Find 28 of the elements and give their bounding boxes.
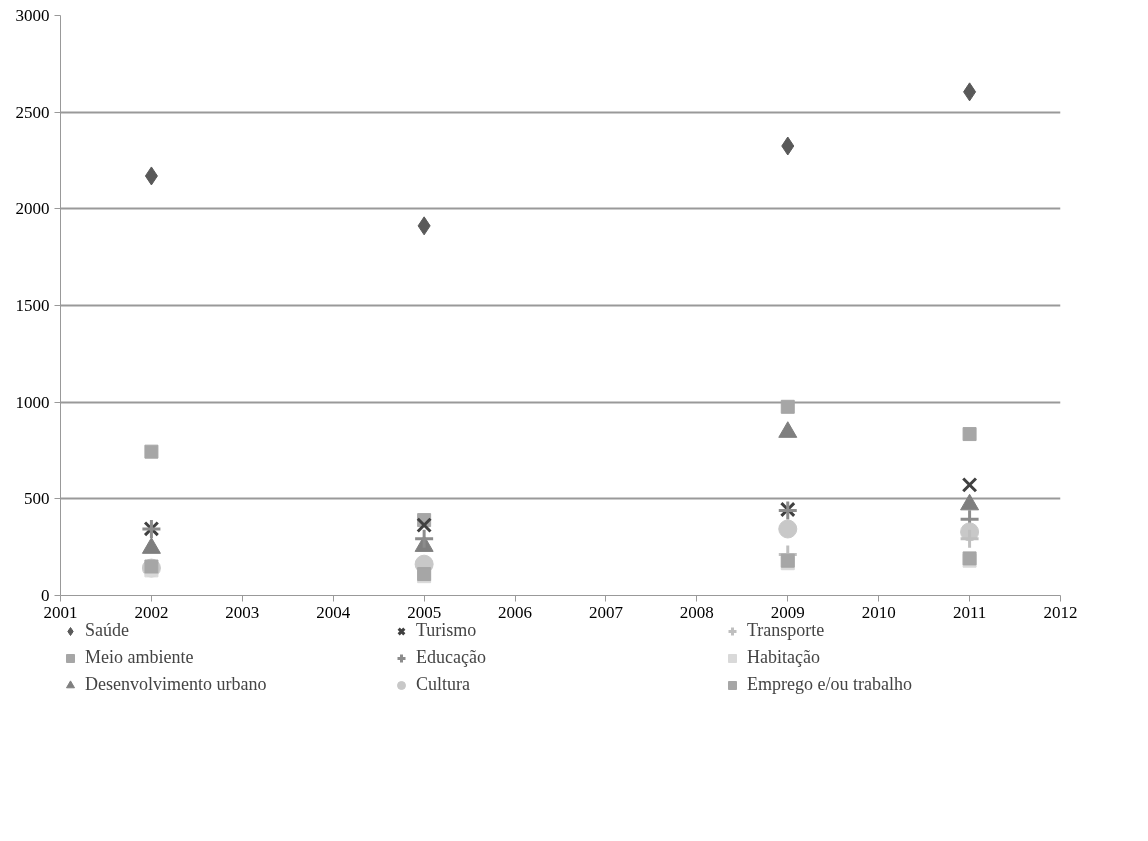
y-tick-label: 1000 [15, 392, 50, 412]
y-tick-label: 2000 [15, 199, 50, 219]
x-tick-label: 2008 [679, 602, 714, 622]
y-tick-label: 0 [41, 586, 50, 605]
x-tick-label: 2005 [407, 602, 442, 622]
y-tick-label: 2500 [15, 102, 50, 122]
x-tick-label: 2007 [588, 602, 624, 622]
legend-label: Emprego e/ou trabalho [747, 674, 913, 695]
x-tick-label: 2012 [1043, 602, 1078, 622]
legend-label: Educação [416, 647, 487, 668]
x-tick-label: 2001 [43, 602, 78, 622]
x-tick-label: 2004 [316, 602, 351, 622]
x-tick-label: 2010 [861, 602, 896, 622]
legend-label: Transporte [747, 620, 826, 641]
x-tick-label: 2006 [498, 602, 533, 622]
x-tick-label: 2009 [770, 602, 805, 622]
legend-label: Saúde [85, 620, 130, 641]
legend-label: Habitação [747, 647, 821, 668]
x-tick-label: 2011 [952, 602, 987, 622]
legend-label: Desenvolvimento urbano [85, 674, 268, 695]
y-tick-label: 1500 [15, 296, 50, 315]
x-tick-label: 2003 [225, 602, 260, 622]
legend-label: Turismo [416, 620, 478, 641]
legend-label: Cultura [416, 674, 471, 695]
y-tick-label: 500 [24, 489, 50, 509]
legend-label: Meio ambiente [85, 647, 195, 668]
y-tick-label: 3000 [15, 6, 50, 25]
x-tick-label: 2002 [134, 602, 169, 622]
